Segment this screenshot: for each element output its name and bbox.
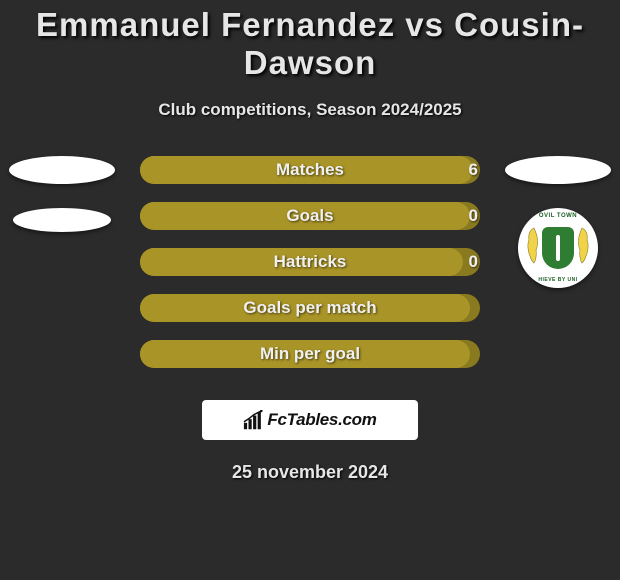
brand-text: FcTables.com	[267, 410, 376, 430]
stat-bar: Goals per match	[140, 294, 480, 322]
right-team-crest: OVIL TOWN HIEVE BY UNI	[518, 208, 598, 288]
stat-bar: Min per goal	[140, 340, 480, 368]
crest-supporter-left-icon	[525, 226, 543, 264]
crest-supporter-right-icon	[573, 226, 591, 264]
crest-shield-icon	[542, 227, 574, 269]
subtitle: Club competitions, Season 2024/2025	[0, 100, 620, 120]
stat-right-value: 0	[469, 202, 478, 230]
stat-label: Matches	[140, 156, 480, 184]
right-team-column: OVIL TOWN HIEVE BY UNI	[502, 156, 614, 288]
stat-label: Goals per match	[140, 294, 480, 322]
stat-label: Min per goal	[140, 340, 480, 368]
stat-label: Goals	[140, 202, 480, 230]
stat-label: Hattricks	[140, 248, 480, 276]
page-title: Emmanuel Fernandez vs Cousin-Dawson	[0, 6, 620, 82]
stat-bar: Hattricks0	[140, 248, 480, 276]
right-team-logo-top	[505, 156, 611, 184]
stat-right-value: 6	[469, 156, 478, 184]
stat-bar: Goals0	[140, 202, 480, 230]
brand-box: FcTables.com	[202, 400, 418, 440]
left-team-logo-top	[9, 156, 115, 184]
left-team-column	[6, 156, 118, 256]
crest-shield-inner-icon	[556, 235, 560, 261]
date-text: 25 november 2024	[0, 462, 620, 483]
crest-text-bottom: HIEVE BY UNI	[518, 277, 598, 283]
comparison-infographic: Emmanuel Fernandez vs Cousin-Dawson Club…	[0, 0, 620, 483]
left-team-logo-bottom	[13, 208, 111, 232]
stat-bar: Matches6	[140, 156, 480, 184]
stat-bars: Matches6Goals0Hattricks0Goals per matchM…	[140, 156, 480, 368]
bar-chart-icon	[243, 410, 265, 430]
crest-text-top: OVIL TOWN	[518, 213, 598, 219]
stat-right-value: 0	[469, 248, 478, 276]
comparison-area: OVIL TOWN HIEVE BY UNI Matches6Goals0Hat…	[0, 156, 620, 368]
